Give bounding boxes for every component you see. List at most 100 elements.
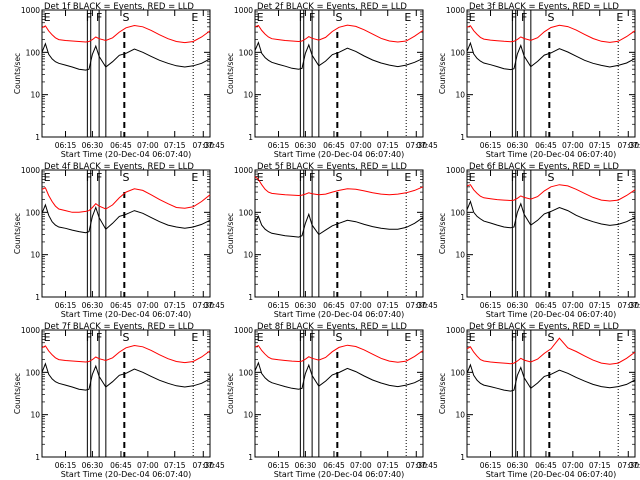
x-tick-label: 06:30 <box>507 141 529 150</box>
y-tick-label: 1 <box>460 293 465 302</box>
x-tick-label: 07:00 <box>137 141 159 150</box>
x-tick-label: 07:45 <box>416 461 438 470</box>
x-tick-label: 06:15 <box>268 461 290 470</box>
y-tick-label: 100 <box>239 48 254 57</box>
series-lld-line <box>41 187 211 213</box>
marker-label: E <box>191 11 198 24</box>
marker-label: S <box>336 11 343 24</box>
x-tick-label: 07:00 <box>350 461 372 470</box>
x-tick-label: 07:30 <box>405 461 427 470</box>
marker-label: F <box>86 331 92 344</box>
x-tick-label: 07:45 <box>628 461 640 470</box>
y-axis-label: Counts/sec <box>13 373 22 414</box>
chart-title: Det 6f BLACK = Events, RED = LLD <box>469 162 619 172</box>
marker-label: F <box>511 331 517 344</box>
x-tick-label: 07:45 <box>203 461 225 470</box>
x-tick-label: 06:45 <box>535 461 557 470</box>
marker-label: E <box>257 331 264 344</box>
y-tick-label: 1 <box>35 133 40 142</box>
y-tick-label: 10 <box>30 91 40 100</box>
marker-label: E <box>469 11 476 24</box>
y-axis-label: Counts/sec <box>438 53 447 94</box>
x-tick-label: 06:45 <box>323 141 345 150</box>
x-tick-label: 06:15 <box>55 141 77 150</box>
x-tick-label: 06:30 <box>295 141 317 150</box>
y-tick-label: 10 <box>455 91 465 100</box>
x-tick-label: 07:15 <box>164 141 186 150</box>
series-lld-line <box>466 24 636 43</box>
x-tick-label: 07:15 <box>377 141 399 150</box>
chart-panel-6: Det 6f BLACK = Events, RED = LLD 1 10 100 10… <box>438 162 640 319</box>
x-tick-label: 07:15 <box>164 461 186 470</box>
marker-label: E <box>404 171 411 184</box>
y-tick-label: 1000 <box>234 326 253 335</box>
y-axis-label: Counts/sec <box>13 213 22 254</box>
y-tick-label: 1000 <box>234 166 253 175</box>
x-tick-label: 06:30 <box>507 461 529 470</box>
x-tick-label: 06:15 <box>480 301 502 310</box>
x-tick-label: 06:30 <box>82 141 104 150</box>
x-tick-label: 06:45 <box>110 461 132 470</box>
y-tick-label: 10 <box>243 251 253 260</box>
series-events-line <box>254 361 424 390</box>
marker-label: F <box>86 11 92 24</box>
x-tick-label: 07:30 <box>405 301 427 310</box>
y-axis-label: Counts/sec <box>226 213 235 254</box>
x-tick-label: 07:30 <box>192 301 214 310</box>
x-tick-label: 07:15 <box>164 301 186 310</box>
plot-frame <box>41 169 211 298</box>
marker-label: F <box>86 171 92 184</box>
y-tick-label: 1000 <box>21 326 40 335</box>
y-tick-label: 10 <box>455 411 465 420</box>
x-tick-label: 07:45 <box>203 301 225 310</box>
marker-label: E <box>191 171 198 184</box>
marker-label: F <box>299 11 305 24</box>
marker-label: F <box>309 331 315 344</box>
y-axis-label: Counts/sec <box>226 373 235 414</box>
y-tick-label: 100 <box>26 48 41 57</box>
y-axis-label: Counts/sec <box>438 213 447 254</box>
marker-label: E <box>191 331 198 344</box>
marker-label: F <box>299 171 305 184</box>
x-tick-label: 06:15 <box>480 141 502 150</box>
marker-label: F <box>511 171 517 184</box>
chart-panel-9: Det 9f BLACK = Events, RED = LLD 1 10 100 10… <box>438 322 640 479</box>
series-events-line <box>41 42 211 71</box>
x-tick-label: 06:15 <box>55 301 77 310</box>
plot-frame <box>466 169 636 298</box>
x-tick-label: 07:00 <box>562 461 584 470</box>
series-events-line <box>254 212 424 238</box>
x-tick-label: 06:15 <box>480 461 502 470</box>
chart-panel-5: Det 5f BLACK = Events, RED = LLD 1 10 100 10… <box>226 162 438 319</box>
marker-label: E <box>44 171 51 184</box>
series-events-line <box>41 362 211 391</box>
series-events-line <box>466 200 636 229</box>
x-tick-label: 06:30 <box>82 461 104 470</box>
series-events-line <box>466 363 636 392</box>
chart-panel-3: Det 3f BLACK = Events, RED = LLD 1 10 100 10… <box>438 2 640 159</box>
x-tick-label: 07:30 <box>617 461 639 470</box>
x-tick-label: 07:00 <box>562 141 584 150</box>
y-tick-label: 100 <box>451 208 466 217</box>
marker-label: E <box>44 331 51 344</box>
x-tick-label: 07:15 <box>377 461 399 470</box>
marker-label: F <box>96 171 102 184</box>
y-axis-label: Counts/sec <box>226 53 235 94</box>
marker-label: S <box>123 11 130 24</box>
x-tick-label: 07:30 <box>405 141 427 150</box>
x-axis-label: Start Time (20-Dec-04 06:07:40) <box>486 150 617 159</box>
y-tick-label: 1000 <box>21 166 40 175</box>
marker-label: F <box>309 171 315 184</box>
x-tick-label: 07:45 <box>416 301 438 310</box>
y-tick-label: 1000 <box>446 326 465 335</box>
y-tick-label: 1000 <box>446 6 465 15</box>
chart-title: Det 7f BLACK = Events, RED = LLD <box>44 322 194 332</box>
marker-label: E <box>616 171 623 184</box>
marker-label: E <box>616 11 623 24</box>
x-tick-label: 06:15 <box>268 141 290 150</box>
chart-title: Det 5f BLACK = Events, RED = LLD <box>257 162 407 172</box>
marker-label: E <box>469 171 476 184</box>
x-tick-label: 07:15 <box>377 301 399 310</box>
y-tick-label: 1 <box>248 133 253 142</box>
series-lld-line <box>254 344 424 363</box>
